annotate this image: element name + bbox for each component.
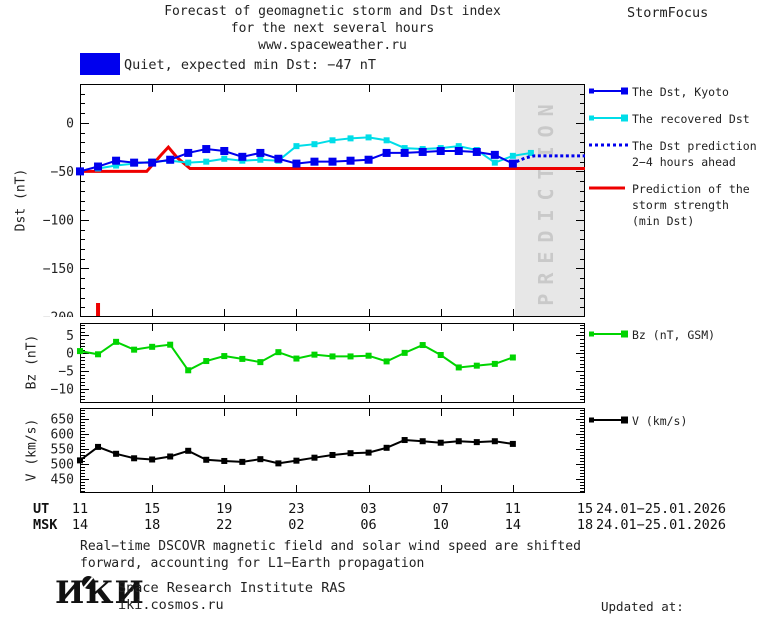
footnote-line-1: Real−time DSCOVR magnetic field and sola…	[80, 539, 581, 554]
iki-logo-circle	[82, 576, 95, 589]
legend-item-dst-2-label: The Dst prediction 2−4 hours ahead	[632, 139, 757, 169]
iki-logo: ИКИ	[55, 575, 145, 611]
dotted-line-swatch	[589, 143, 629, 147]
legend-item-dst-0-label: The Dst, Kyoto	[632, 85, 729, 99]
updated-at-block: Updated at: UT 11:05, 25.01.2026 MSK 14:…	[601, 564, 759, 620]
ut-label: UT	[33, 501, 50, 517]
msk-hour-5: 10	[432, 517, 449, 533]
site-url-title: www.spaceweather.ru	[258, 38, 407, 53]
msk-label: MSK	[33, 517, 58, 533]
svg-text:−100: −100	[43, 213, 74, 228]
legend-item-dst-3-label: Prediction of the storm strength (min Dst)	[632, 182, 750, 228]
msk-hour-1: 18	[144, 517, 161, 533]
msk-hour-7: 18	[576, 517, 594, 533]
svg-text:550: 550	[51, 443, 74, 458]
msk-date-range: 24.01−25.01.2026	[596, 517, 727, 533]
updated-at-label: Updated at:	[601, 599, 684, 614]
institute-name: Space Research Institute RAS	[118, 580, 346, 596]
ut-hour-6: 11	[504, 501, 521, 517]
ut-hour-1: 15	[144, 501, 161, 517]
legend-item-v: V (km/s)	[588, 413, 687, 429]
msk-hour-2: 22	[216, 517, 233, 533]
legend-item-bz-label: Bz (nT, GSM)	[632, 328, 716, 342]
v-axis-label: V (km/s)	[24, 418, 40, 482]
svg-text:0: 0	[66, 116, 74, 131]
legend-item-v-label: V (km/s)	[632, 414, 688, 428]
svg-text:600: 600	[51, 428, 74, 443]
msk-hour-4: 06	[360, 517, 377, 533]
title-line-2: for the next several hours	[230, 21, 435, 36]
dst-axis-label: Dst (nT)	[13, 168, 29, 232]
storm-level-swatch	[80, 53, 120, 75]
legend-item-dst-1-label: The recovered Dst	[632, 112, 750, 126]
institute-site-url: iki.cosmos.ru	[118, 597, 224, 613]
svg-text:500: 500	[51, 457, 74, 472]
legend-item-dst-0: The Dst, Kyoto	[588, 84, 729, 100]
ut-hour-3: 23	[288, 501, 305, 517]
svg-text:450: 450	[51, 472, 74, 487]
line-swatch	[589, 87, 628, 95]
dst-chart: PREDICTION 0 −50 −100 −150 −200	[43, 84, 585, 318]
legend-item-dst-1: The recovered Dst	[588, 111, 750, 127]
bz-axis-label: Bz (nT)	[24, 334, 40, 390]
storm-level-label: Quiet, expected min Dst: −47 nT	[124, 57, 376, 73]
ut-date-range: 24.01−25.01.2026	[596, 501, 727, 517]
ut-hour-7: 15	[576, 501, 594, 517]
msk-hour-6: 14	[504, 517, 521, 533]
time-axis-ut-row: UT 11 15 19 23 03 07 11 15 24.01−25.01.2026	[0, 501, 760, 517]
ut-hour-5: 07	[432, 501, 449, 517]
svg-text:650: 650	[51, 413, 74, 428]
msk-hour-0: 14	[71, 517, 89, 533]
line-swatch	[589, 416, 628, 424]
svg-text:−200: −200	[43, 311, 74, 318]
msk-hour-3: 02	[288, 517, 305, 533]
legend-item-dst-3: Prediction of the storm strength (min Dst)	[588, 181, 750, 229]
svg-text:−150: −150	[43, 262, 74, 277]
page-title: Forecast of geomagnetic storm and Dst in…	[80, 3, 585, 54]
brand-label: StormFocus	[627, 5, 709, 21]
line-swatch	[589, 186, 625, 190]
title-line-1: Forecast of geomagnetic storm and Dst in…	[164, 4, 501, 19]
line-swatch	[589, 330, 628, 338]
svg-text:−5: −5	[58, 365, 74, 380]
footnote-line-2: forward, accounting for L1−Earth propaga…	[80, 556, 425, 571]
line-swatch	[589, 114, 628, 122]
svg-text:−50: −50	[51, 165, 74, 180]
time-axis-msk-row: MSK 14 18 22 02 06 10 14 18 24.01−25.01.2026	[0, 517, 760, 533]
svg-text:0: 0	[66, 347, 74, 362]
ut-hour-4: 03	[360, 501, 377, 517]
svg-text:PREDICTION: PREDICTION	[534, 95, 558, 305]
ut-hour-2: 19	[216, 501, 233, 517]
svg-text:−10: −10	[51, 382, 74, 397]
ut-hour-0: 11	[71, 501, 89, 517]
bz-chart: 5 0 −5 −10	[51, 323, 585, 403]
legend-item-bz: Bz (nT, GSM)	[588, 327, 715, 343]
legend-item-dst-2: The Dst prediction 2−4 hours ahead	[588, 138, 757, 170]
svg-text:5: 5	[66, 329, 74, 344]
